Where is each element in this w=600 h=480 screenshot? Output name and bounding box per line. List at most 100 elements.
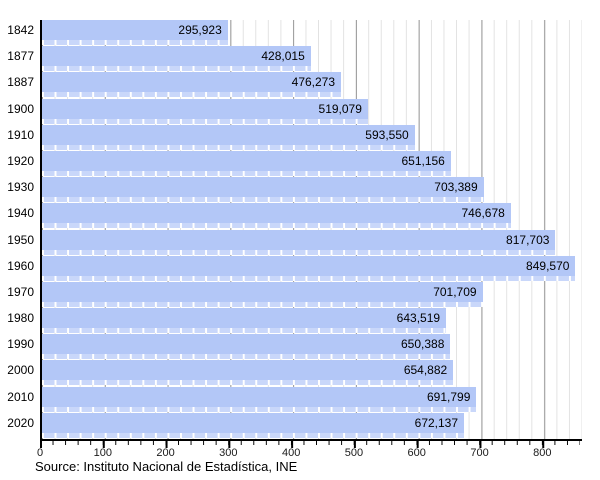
year-label: 2010: [7, 389, 34, 404]
year-label: 1887: [7, 75, 34, 90]
bar-strip: [42, 301, 483, 307]
bar-row: 643,519: [42, 308, 582, 334]
bar-strip: [42, 66, 311, 72]
bar: 701,709: [42, 281, 483, 302]
x-axis-tick-label: 400: [281, 447, 301, 459]
bar-value-label: 519,079: [318, 101, 362, 116]
bar-strip: [42, 197, 484, 203]
y-axis-labels: 1842 1877 1887 1900 1910 1920 1930 1940 1950 1960…: [0, 20, 34, 439]
bar: 817,703: [42, 229, 556, 250]
bar-row: 691,799: [42, 386, 582, 413]
bar-group: 476,273: [42, 72, 342, 98]
bar: 672,137: [42, 412, 465, 433]
x-axis-tick-labels: 0 100 200 300 400 500 600 700 800: [36, 447, 580, 460]
bar: 691,799: [42, 386, 477, 407]
source-caption: Source: Instituto Nacional de Estadístic…: [35, 459, 298, 474]
bar: 651,156: [42, 150, 451, 171]
bar-value-label: 650,388: [400, 337, 445, 352]
bar-value-label: 654,882: [403, 363, 448, 378]
year-label: 1930: [7, 180, 34, 195]
bar-value-label: 746,678: [461, 206, 505, 221]
bar-strip: [42, 275, 576, 281]
bar: 295,923: [42, 20, 228, 40]
bar-strip: [42, 144, 415, 150]
x-axis-tick-label: 300: [219, 447, 238, 459]
bar-strip: [42, 40, 228, 45]
year-label: 1980: [7, 311, 34, 326]
bar-group: 651,156: [42, 150, 451, 177]
bar-strip: [42, 380, 454, 386]
bar-row: 593,550: [42, 124, 582, 151]
bar-row: 476,273: [42, 72, 582, 98]
bar-group: 650,388: [42, 334, 451, 360]
bar-strip: [42, 328, 447, 334]
bar-row: 703,389: [42, 177, 582, 203]
bar-group: 428,015: [42, 46, 311, 72]
bar-value-label: 651,156: [401, 153, 445, 168]
year-label: 2020: [7, 415, 34, 430]
bar-strip: [42, 118, 368, 124]
bar-strip: [42, 432, 465, 438]
bar-group: 519,079: [42, 98, 368, 125]
bar: 654,882: [42, 360, 454, 381]
bar-group: 672,137: [42, 412, 465, 439]
year-label: 1842: [7, 23, 34, 37]
bar-row: 428,015: [42, 46, 582, 72]
x-axis-major-ticks: [40, 441, 580, 448]
bar: 428,015: [42, 46, 311, 67]
bar-group: 817,703: [42, 229, 556, 256]
bar: 519,079: [42, 98, 368, 119]
bar: 703,389: [42, 177, 484, 198]
year-label: 1910: [7, 127, 34, 142]
year-label: 2000: [7, 363, 34, 378]
bar-row: 849,570: [42, 255, 582, 282]
bar-row: 746,678: [42, 203, 582, 229]
x-axis-tick-label: 200: [156, 447, 175, 459]
bar-value-label: 817,703: [506, 232, 550, 247]
bar-row: 672,137: [42, 412, 582, 439]
bar-value-label: 295,923: [178, 23, 222, 37]
year-label: 1970: [7, 284, 34, 299]
bar-value-label: 849,570: [526, 258, 570, 273]
bar-group: 654,882: [42, 360, 454, 386]
bar: 643,519: [42, 308, 447, 329]
bar-group: 746,678: [42, 203, 511, 229]
year-label: 1950: [7, 232, 34, 247]
bar-value-label: 691,799: [426, 389, 471, 404]
bar-strip: [42, 170, 451, 176]
bar: 746,678: [42, 203, 511, 224]
bar-value-label: 701,709: [433, 284, 477, 299]
bar-group: 643,519: [42, 308, 447, 334]
bar: 476,273: [42, 72, 342, 93]
plot-area: 295,923 428,015 476,273 519,079 593,550 651,1…: [40, 20, 582, 441]
year-label: 1900: [7, 101, 34, 116]
bar-rows: 295,923 428,015 476,273 519,079 593,550 651,1…: [42, 20, 582, 439]
x-axis-tick-label: 100: [93, 447, 112, 459]
bar-group: 701,709: [42, 281, 483, 308]
x-axis-tick-label: 0: [36, 447, 44, 459]
year-label: 1877: [7, 49, 34, 64]
bar-value-label: 703,389: [434, 180, 478, 195]
year-label: 1940: [7, 206, 34, 221]
year-label: 1960: [7, 258, 34, 273]
bar-row: 701,709: [42, 281, 582, 308]
bar-value-label: 643,519: [396, 311, 441, 326]
year-label: 1920: [7, 153, 34, 168]
bar-row: 295,923: [42, 20, 582, 46]
bar-strip: [42, 406, 477, 412]
bar-value-label: 593,550: [365, 127, 409, 142]
bar-row: 519,079: [42, 98, 582, 125]
bar-value-label: 672,137: [414, 415, 459, 430]
year-label: 1990: [7, 337, 34, 352]
bar-group: 849,570: [42, 255, 576, 282]
bar: 849,570: [42, 255, 576, 276]
bar-value-label: 476,273: [291, 75, 336, 90]
bar-strip: [42, 223, 511, 229]
bar-strip: [42, 249, 556, 255]
bar-strip: [42, 92, 342, 98]
bar-row: 651,156: [42, 150, 582, 177]
x-axis-tick-label: 500: [344, 447, 364, 459]
bar: 593,550: [42, 124, 415, 145]
x-axis-tick-label: 700: [470, 447, 489, 459]
